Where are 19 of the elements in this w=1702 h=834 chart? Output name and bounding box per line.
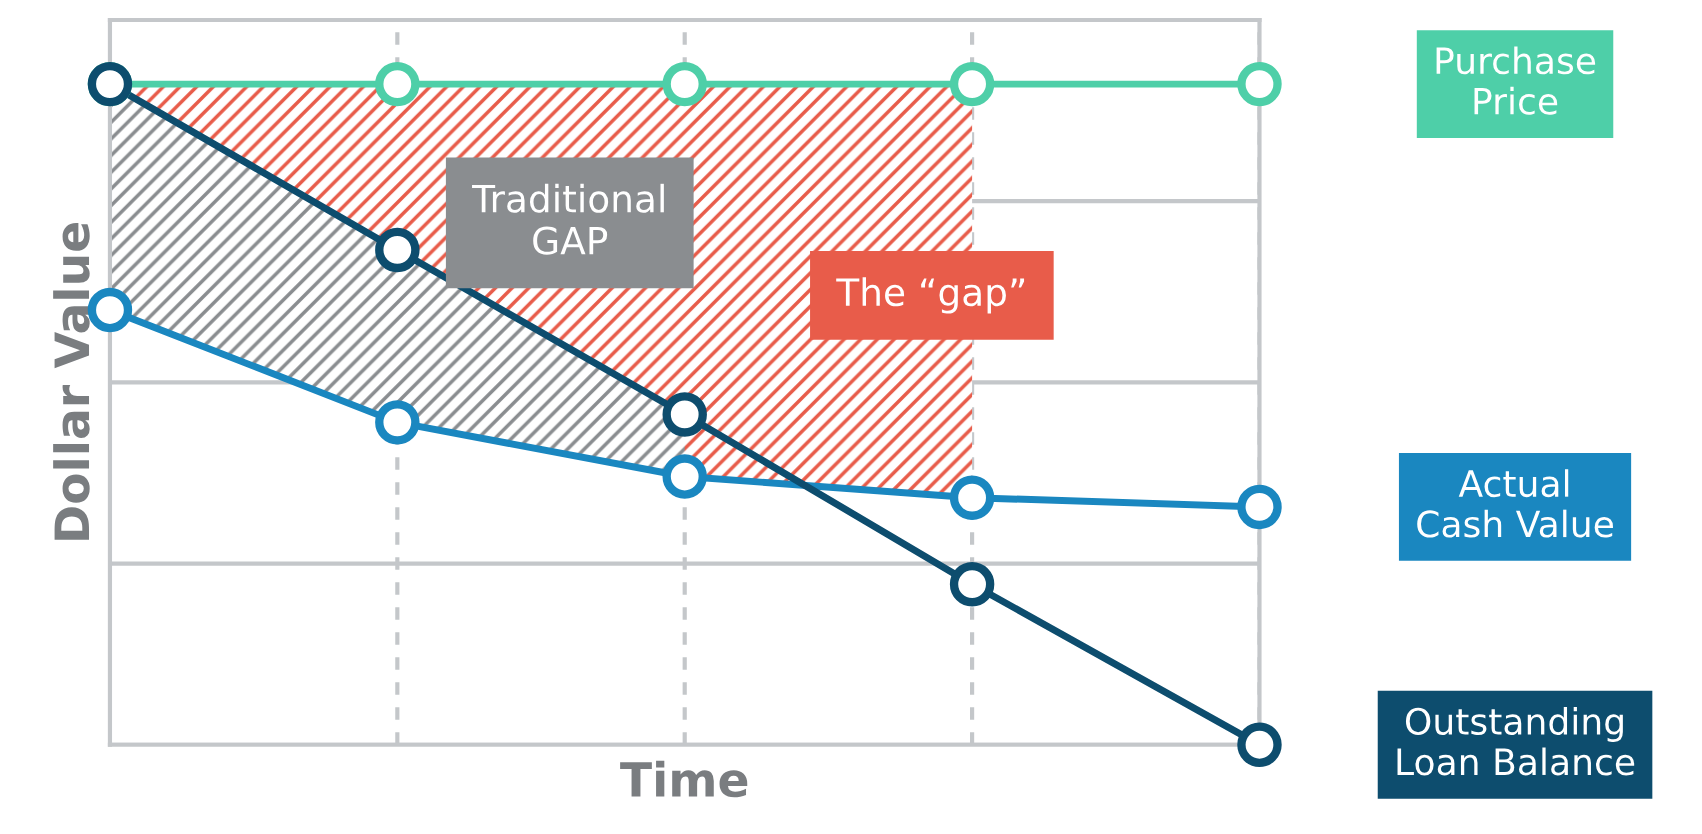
y-axis-title: Dollar Value: [53, 223, 90, 540]
annotation: The “gap”: [836, 277, 1025, 314]
point: [1237, 722, 1282, 767]
annotation: Traditional GAP: [472, 183, 664, 255]
point: [949, 475, 995, 520]
text: Purchase Price: [1436, 46, 1596, 115]
point: [375, 227, 420, 273]
point: [1237, 61, 1282, 107]
point: [375, 61, 420, 107]
text: Outstanding Loan Balance: [1397, 707, 1635, 776]
point: [949, 61, 995, 107]
x-axis-title: Time: [620, 760, 748, 798]
point: [662, 61, 707, 107]
point: [662, 454, 707, 499]
point: [662, 392, 707, 437]
point: [375, 400, 420, 445]
text: Actual Cash Value: [1417, 469, 1613, 538]
point: [949, 562, 995, 607]
point: [1237, 484, 1282, 530]
